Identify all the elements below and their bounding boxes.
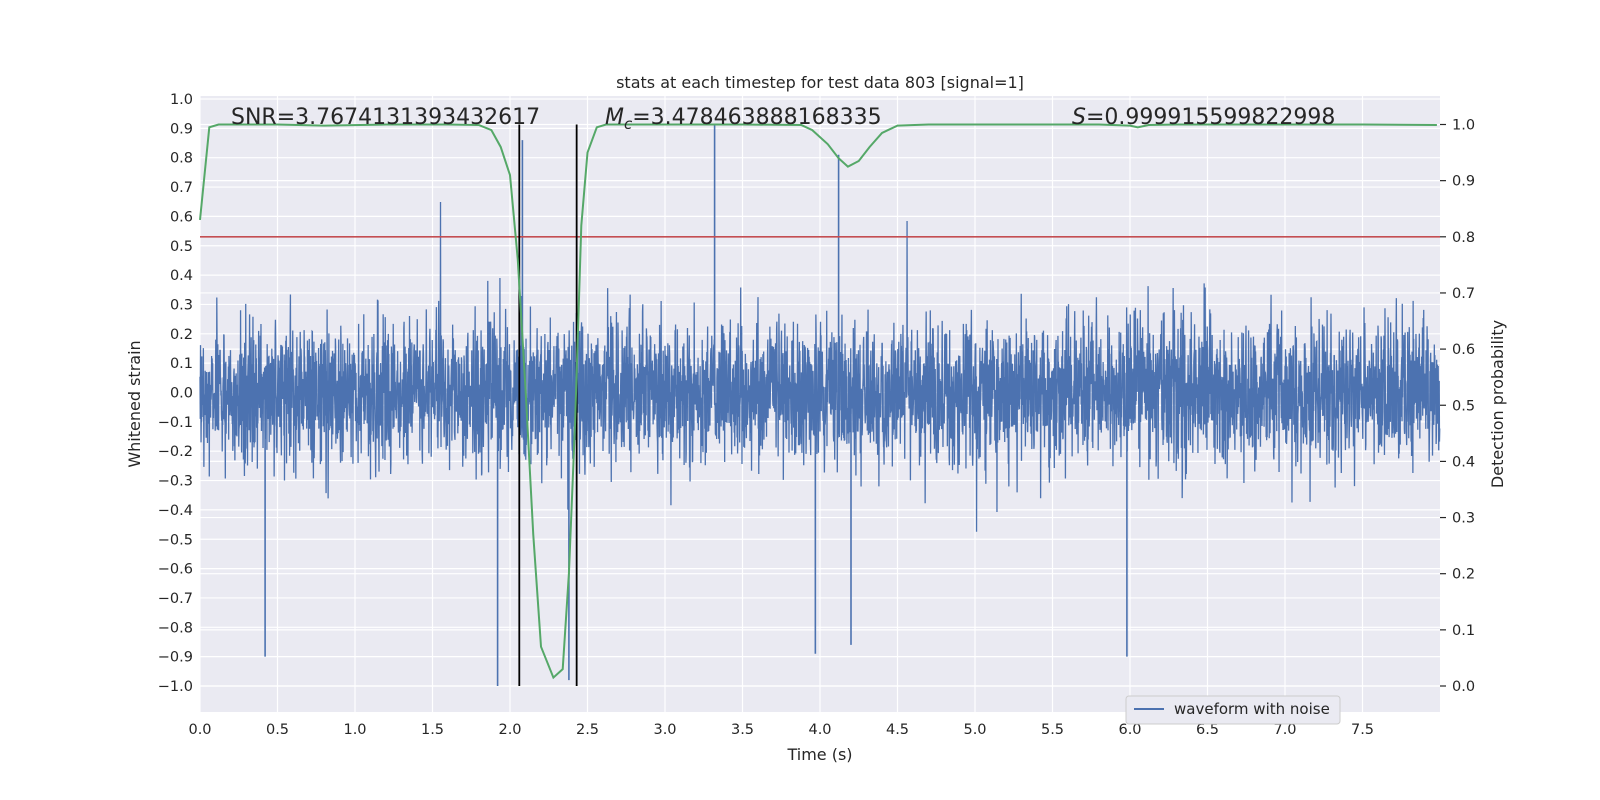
y-left-tick-label: −0.5 — [158, 532, 193, 548]
waveform-line — [199, 201, 1441, 532]
y-left-tick-label: 0.3 — [170, 297, 193, 313]
y-right-axis-ticks: 0.0 0.1 0.2 0.3 0.4 0.5 0.6 0.7 0.8 0.9 1.0 — [1440, 118, 1475, 695]
y-left-tick-label: 0.4 — [170, 268, 193, 284]
x-tick-label: 5.5 — [1041, 722, 1064, 738]
x-axis-label: Time (s) — [786, 745, 852, 764]
x-tick-label: 1.5 — [421, 722, 444, 738]
x-tick-label: 6.5 — [1196, 722, 1219, 738]
x-tick-label: 2.0 — [498, 722, 521, 738]
legend: waveform with noise — [1125, 695, 1341, 725]
y-left-tick-label: −0.6 — [158, 562, 193, 578]
s-annotation: S=0.999915599822998 — [1072, 105, 1335, 130]
y-right-tick-label: 0.0 — [1452, 679, 1475, 695]
x-tick-label: 2.5 — [576, 722, 599, 738]
y-right-tick-label: 0.8 — [1452, 230, 1475, 246]
y-left-tick-label: −0.7 — [158, 591, 193, 607]
y-left-tick-label: −0.4 — [158, 503, 193, 519]
x-tick-label: 7.5 — [1351, 722, 1374, 738]
x-axis-ticks: 0.0 0.5 1.0 1.5 2.0 2.5 3.0 3.5 4.0 4.5 5.0 5.5 6.0 6… — [188, 722, 1374, 738]
probability-series — [199, 123, 1437, 680]
y-left-tick-label: 0.7 — [170, 180, 193, 196]
legend-box — [1125, 695, 1341, 725]
chirp-mass-annotation: Mc=3.478463888168335 — [605, 105, 882, 133]
y-left-tick-label: 1.0 — [170, 92, 193, 108]
legend-label: waveform with noise — [1174, 700, 1330, 718]
x-tick-label: 7.0 — [1273, 722, 1296, 738]
x-tick-label: 5.0 — [963, 722, 986, 738]
x-tick-label: 4.0 — [808, 722, 831, 738]
x-tick-label: 0.0 — [188, 722, 211, 738]
snr-annotation: SNR=3.7674131393432617 — [231, 105, 540, 130]
y-right-tick-label: 0.4 — [1452, 454, 1475, 470]
s-symbol: S — [1072, 105, 1086, 130]
y-right-tick-label: 1.0 — [1452, 118, 1475, 134]
x-tick-label: 3.5 — [731, 722, 754, 738]
y-right-tick-label: 0.1 — [1452, 623, 1475, 639]
y-right-tick-label: 0.5 — [1452, 398, 1475, 414]
y-right-tick-label: 0.9 — [1452, 174, 1475, 190]
x-tick-label: 0.5 — [266, 722, 289, 738]
y-left-tick-label: −1.0 — [158, 679, 193, 695]
y-left-tick-label: 0.9 — [170, 121, 193, 137]
chirp-mass-subscript: c — [624, 115, 633, 133]
y-right-tick-label: 0.2 — [1452, 567, 1475, 583]
overlay-lines — [200, 124, 1440, 686]
probability-line — [199, 123, 1437, 680]
y-left-tick-label: −0.1 — [158, 415, 193, 431]
y-right-tick-label: 0.6 — [1452, 342, 1475, 358]
x-tick-label: 3.0 — [653, 722, 676, 738]
y-left-tick-label: −0.9 — [158, 650, 193, 666]
y-right-tick-label: 0.3 — [1452, 511, 1475, 527]
x-tick-label: 1.0 — [343, 722, 366, 738]
y-left-axis-ticks: 1.0 0.9 0.8 0.7 0.6 0.5 0.4 0.3 0.2 0.1 0.0 −0.1 −0.… — [158, 92, 193, 695]
y-left-tick-label: 0.8 — [170, 151, 193, 167]
chirp-mass-value: =3.478463888168335 — [632, 105, 881, 130]
y-left-tick-label: 0.0 — [170, 386, 193, 402]
x-tick-label: 6.0 — [1118, 722, 1141, 738]
s-value: =0.999915599822998 — [1086, 105, 1335, 130]
y-left-tick-label: −0.8 — [158, 620, 193, 636]
y-right-tick-label: 0.7 — [1452, 286, 1475, 302]
chirp-mass-symbol: M — [605, 105, 624, 130]
waveform-series — [199, 125, 1441, 686]
x-tick-label: 4.5 — [886, 722, 909, 738]
y-left-tick-label: −0.2 — [158, 444, 193, 460]
y-left-axis-label: Whitened strain — [125, 340, 144, 467]
y-right-axis-label: Detection probability — [1488, 320, 1507, 488]
y-left-tick-label: 0.2 — [170, 327, 193, 343]
y-left-tick-label: 0.1 — [170, 356, 193, 372]
chart-title: stats at each timestep for test data 803… — [616, 73, 1024, 92]
y-left-tick-label: −0.3 — [158, 474, 193, 490]
y-left-tick-label: 0.5 — [170, 239, 193, 255]
y-left-tick-label: 0.6 — [170, 209, 193, 225]
